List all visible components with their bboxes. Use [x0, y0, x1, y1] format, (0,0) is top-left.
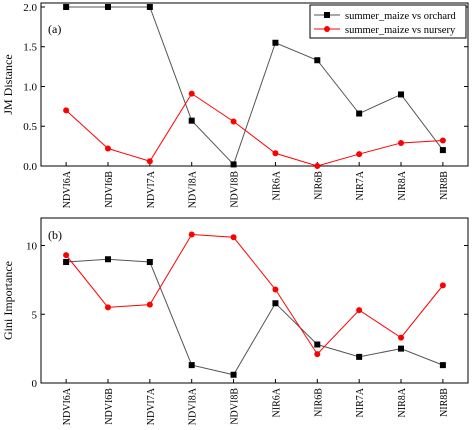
x-tick-label: NDVI6A — [62, 170, 73, 208]
series-0-point — [63, 3, 70, 10]
y-tick-label: 1.0 — [23, 81, 37, 93]
series-1-line — [65, 92, 443, 167]
series-0-point — [104, 3, 111, 10]
y-tick-label: 1.5 — [23, 42, 37, 54]
panel-label: (a) — [48, 22, 61, 36]
series-0-point — [188, 117, 195, 124]
series-1-point — [398, 334, 405, 341]
y-tick-label: 0.0 — [23, 161, 37, 173]
series-0-point — [230, 371, 237, 378]
series-1-point — [356, 307, 363, 314]
chart-b: 0 5 10 Gini Importance (b) NDVI6A NDVI6B NDVI7A… — [1, 217, 469, 425]
x-tick-label: NDVI6B — [104, 388, 115, 425]
legend-1-marker — [324, 26, 330, 32]
x-tick-label: NIR8B — [439, 388, 450, 417]
series-0-point — [439, 147, 446, 154]
series-0-point — [314, 57, 321, 64]
series-1-point — [188, 231, 195, 238]
y-tick-label: 0.5 — [23, 121, 37, 133]
series-1-line — [65, 233, 444, 355]
series-0-point — [356, 110, 363, 117]
x-tick-label: NDVI6A — [62, 387, 73, 425]
series-1-point — [398, 139, 405, 146]
series-1-point — [272, 150, 279, 157]
series-1-point — [314, 351, 321, 358]
x-tick-label: NIR7A — [355, 387, 366, 417]
y-tick-label: 2.0 — [23, 2, 37, 14]
series-1-point — [63, 252, 70, 259]
series-0-point — [314, 341, 321, 348]
series-1-point — [439, 137, 446, 144]
x-tick-label: NIR6B — [313, 388, 324, 417]
series-0-point — [230, 161, 237, 168]
series-1-point — [188, 90, 195, 97]
series-0-point — [63, 259, 70, 265]
series-1-point — [439, 282, 446, 289]
series-0-point — [439, 362, 446, 369]
legend-0-marker — [324, 12, 330, 18]
series-0-point — [188, 362, 195, 369]
legend-1-label: summer_maize vs nursery — [345, 25, 456, 36]
series-1-point — [146, 301, 153, 308]
series-1-point — [272, 286, 279, 293]
x-tick-label: NIR7A — [355, 170, 366, 200]
series-1-point — [104, 145, 111, 152]
series-1-point — [230, 118, 237, 125]
series-1-point — [104, 304, 111, 311]
y-tick-label: 5 — [32, 309, 38, 321]
y-axis-label: JM Distance — [1, 54, 15, 114]
series-1-point — [356, 151, 363, 158]
plot-frame — [40, 217, 469, 384]
x-tick-label: NDVI8B — [230, 388, 241, 425]
series-1-point — [63, 107, 70, 114]
x-tick-label: NIR6A — [271, 170, 282, 200]
legend-box — [309, 4, 467, 39]
series-0-point — [398, 345, 405, 352]
y-tick-label: 0 — [32, 378, 38, 390]
x-tick-label: NDVI8A — [188, 170, 199, 208]
x-tick-label: NIR6A — [271, 387, 282, 417]
series-0-point — [146, 3, 153, 10]
x-tick-label: NIR6B — [313, 171, 324, 200]
plot-frame — [40, 2, 469, 167]
legend-0-label: summer_maize vs orchard — [345, 11, 457, 22]
series-0-line — [66, 258, 444, 376]
series-1-point — [146, 158, 153, 165]
chart-a: 0.0 0.5 1.0 1.5 2.0 JM Distance (a) NDVI6A NDVI6… — [1, 2, 469, 208]
series-1-point — [314, 163, 321, 169]
series-0-point — [272, 300, 279, 307]
series-0-point — [146, 259, 153, 265]
panel-label: (b) — [48, 228, 62, 242]
x-tick-label: NIR8A — [397, 387, 408, 417]
series-0-point — [104, 256, 111, 263]
series-1-point — [230, 234, 237, 241]
x-tick-label: NDVI7A — [146, 170, 157, 208]
series-0-point — [398, 91, 405, 98]
x-tick-label: NDVI8A — [188, 387, 199, 425]
series-0-line — [66, 6, 444, 166]
series-0-point — [272, 39, 279, 46]
x-tick-label: NIR8B — [439, 171, 450, 200]
y-tick-label: 10 — [26, 241, 38, 253]
series-0-point — [356, 353, 363, 360]
x-tick-label: NDVI6B — [104, 171, 115, 208]
x-tick-label: NIR8A — [397, 170, 408, 200]
y-axis-label: Gini Importance — [1, 261, 15, 340]
x-tick-label: NDVI8B — [230, 171, 241, 208]
x-tick-label: NDVI7A — [146, 387, 157, 425]
